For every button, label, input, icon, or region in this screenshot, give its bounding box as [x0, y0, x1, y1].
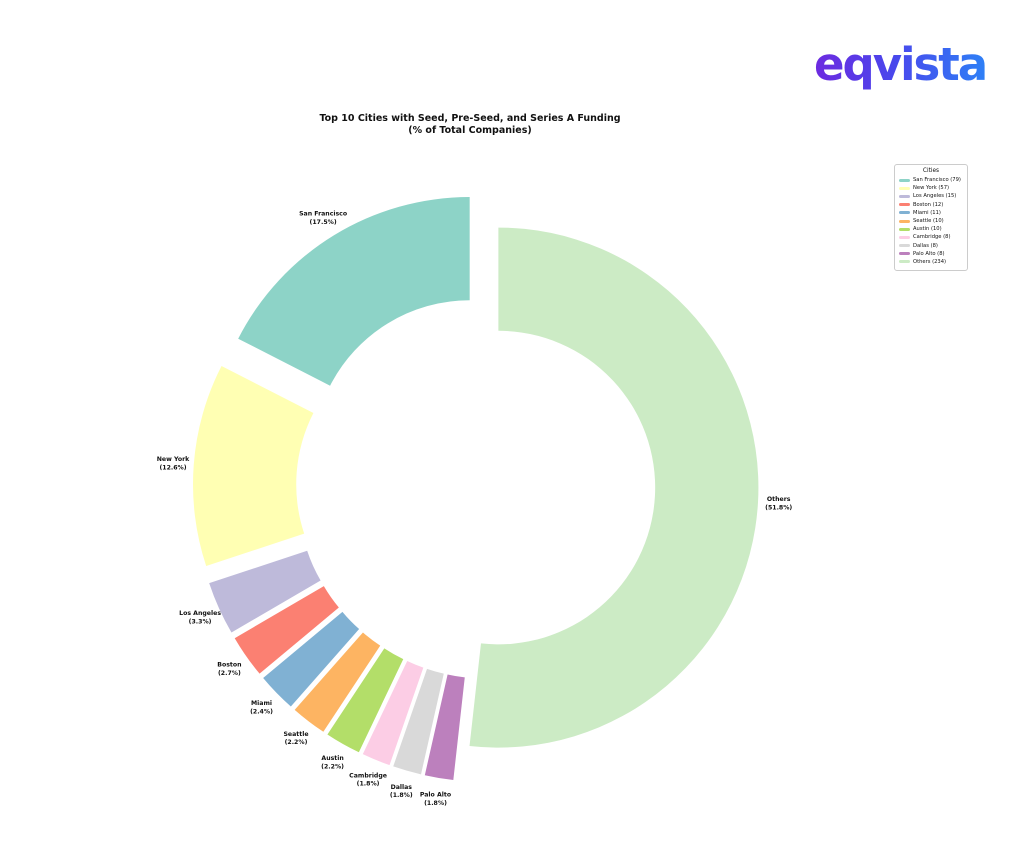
chart-title-line1: Top 10 Cities with Seed, Pre-Seed, and S… — [319, 113, 621, 124]
legend-entry-palo-alto: Palo Alto (8) — [899, 250, 963, 258]
slice-label-cambridge: Cambridge (1.8%) — [349, 772, 387, 787]
legend-label-new-york: New York (57) — [913, 185, 950, 192]
legend-marker-boston — [899, 203, 910, 207]
eqvista-logo: eqvista — [814, 38, 988, 91]
pie-slice-cambridge — [362, 661, 424, 766]
pie-slice-others — [469, 227, 759, 748]
legend-marker-seattle — [899, 219, 910, 223]
pie-slice-seattle — [294, 632, 381, 732]
slice-label-others: Others (51.8%) — [765, 496, 792, 511]
legend-label-miami: Miami (11) — [913, 209, 941, 216]
legend-marker-dallas — [899, 244, 910, 248]
slice-label-miami: Miami (2.4%) — [250, 700, 273, 715]
legend-label-others: Others (234) — [913, 258, 947, 265]
pie-slice-miami — [263, 611, 360, 707]
legend-marker-austin — [899, 227, 910, 231]
pie-slice-new-york — [193, 365, 314, 567]
legend-entry-austin: Austin (10) — [899, 225, 963, 233]
legend-label-los-angeles: Los Angeles (15) — [913, 193, 957, 200]
legend-label-boston: Boston (12) — [913, 201, 944, 208]
legend-entries: San Francisco (79) New York (57) Los Angel… — [899, 176, 963, 266]
pie-slice-boston — [234, 586, 339, 674]
legend-entry-cambridge: Cambridge (8) — [899, 233, 963, 241]
legend-marker-miami — [899, 211, 910, 215]
legend-entry-los-angeles: Los Angeles (15) — [899, 192, 963, 200]
slice-label-boston: Boston (2.7%) — [217, 661, 241, 676]
legend-marker-los-angeles — [899, 194, 910, 198]
legend-label-dallas: Dallas (8) — [913, 242, 938, 249]
pie-slice-los-angeles — [209, 550, 321, 633]
chart-title: Top 10 Cities with Seed, Pre-Seed, and S… — [0, 113, 940, 136]
legend-label-seattle: Seattle (10) — [913, 218, 944, 225]
legend-marker-san-francisco — [899, 178, 910, 182]
chart-title-line2: (% of Total Companies) — [408, 124, 532, 136]
legend-label-cambridge: Cambridge (8) — [913, 234, 951, 241]
legend-entry-dallas: Dallas (8) — [899, 242, 963, 250]
legend-entry-new-york: New York (57) — [899, 184, 963, 192]
legend-entry-others: Others (234) — [899, 258, 963, 266]
legend-entry-seattle: Seattle (10) — [899, 217, 963, 225]
legend-entry-boston: Boston (12) — [899, 201, 963, 209]
slice-label-los-angeles: Los Angeles (3.3%) — [179, 610, 221, 625]
slice-label-austin: Austin (2.2%) — [321, 755, 344, 770]
legend-marker-palo-alto — [899, 252, 910, 256]
legend-entry-miami: Miami (11) — [899, 209, 963, 217]
slice-label-new-york: New York (12.6%) — [157, 456, 190, 471]
legend-label-austin: Austin (10) — [913, 226, 942, 233]
legend-label-san-francisco: San Francisco (79) — [913, 177, 961, 184]
legend: Cities San Francisco (79) New York (57) Lo… — [894, 164, 968, 272]
slice-label-palo-alto: Palo Alto (1.8%) — [420, 792, 451, 807]
pie-slice-austin — [327, 648, 404, 753]
slice-label-seattle: Seattle (2.2%) — [283, 731, 308, 746]
legend-marker-others — [899, 260, 910, 264]
pie-slice-palo-alto — [424, 674, 465, 781]
legend-entry-san-francisco: San Francisco (79) — [899, 176, 963, 184]
slice-label-san-francisco: San Francisco (17.5%) — [299, 211, 347, 226]
pie-slice-san-francisco — [238, 197, 470, 386]
pie-slice-dallas — [393, 668, 444, 775]
legend-marker-new-york — [899, 186, 910, 190]
slice-label-dallas: Dallas (1.8%) — [390, 784, 413, 799]
legend-title: Cities — [922, 168, 940, 174]
legend-label-palo-alto: Palo Alto (8) — [913, 250, 945, 257]
legend-marker-cambridge — [899, 235, 910, 239]
